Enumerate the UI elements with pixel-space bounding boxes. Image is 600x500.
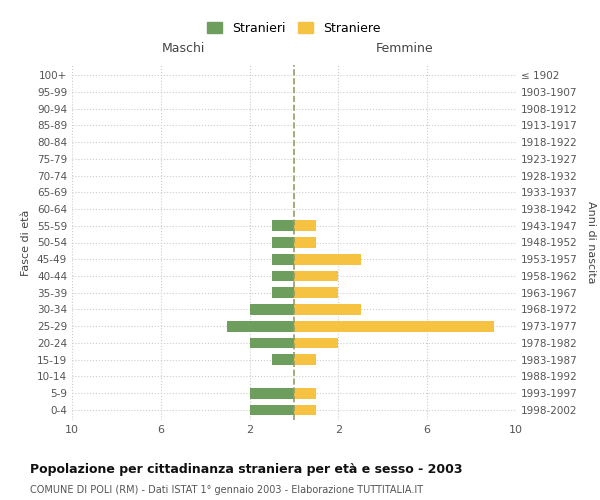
Bar bbox=[272, 354, 294, 365]
Legend: Stranieri, Straniere: Stranieri, Straniere bbox=[203, 18, 385, 38]
Bar bbox=[294, 388, 316, 398]
Bar bbox=[294, 354, 316, 365]
Y-axis label: Fasce di età: Fasce di età bbox=[22, 210, 31, 276]
Bar bbox=[227, 321, 294, 332]
Bar bbox=[272, 254, 294, 264]
Bar bbox=[294, 237, 316, 248]
Bar bbox=[272, 270, 294, 281]
Y-axis label: Anni di nascita: Anni di nascita bbox=[586, 201, 596, 284]
Bar bbox=[250, 388, 294, 398]
Text: Popolazione per cittadinanza straniera per età e sesso - 2003: Popolazione per cittadinanza straniera p… bbox=[30, 462, 463, 475]
Bar bbox=[272, 237, 294, 248]
Bar bbox=[250, 304, 294, 315]
Text: Femmine: Femmine bbox=[376, 42, 434, 55]
Bar bbox=[294, 321, 494, 332]
Bar bbox=[272, 220, 294, 231]
Text: COMUNE DI POLI (RM) - Dati ISTAT 1° gennaio 2003 - Elaborazione TUTTITALIA.IT: COMUNE DI POLI (RM) - Dati ISTAT 1° genn… bbox=[30, 485, 423, 495]
Bar bbox=[294, 270, 338, 281]
Bar bbox=[294, 220, 316, 231]
Bar bbox=[294, 304, 361, 315]
Bar bbox=[294, 404, 316, 415]
Bar bbox=[250, 404, 294, 415]
Bar bbox=[294, 254, 361, 264]
Text: Maschi: Maschi bbox=[161, 42, 205, 55]
Bar bbox=[250, 338, 294, 348]
Bar bbox=[294, 288, 338, 298]
Bar bbox=[294, 338, 338, 348]
Bar bbox=[272, 288, 294, 298]
